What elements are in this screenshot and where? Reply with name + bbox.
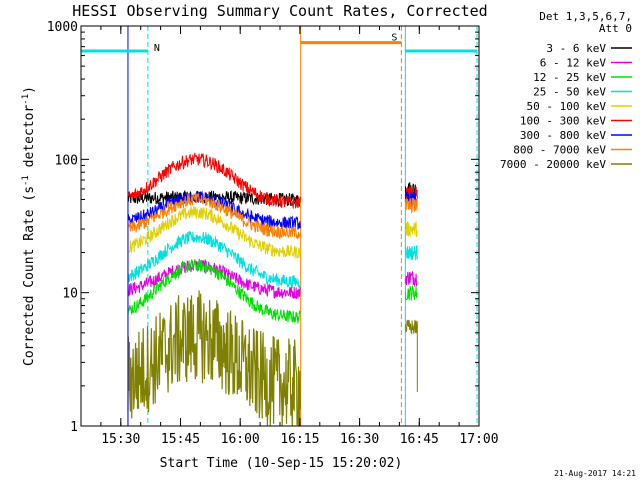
legend-header-line: Det 1,3,5,6,7, [539,10,632,23]
x-axis-label: Start Time (10-Sep-15 15:20:02) [160,456,403,471]
y-tick-label: 1000 [47,20,78,35]
series-line-segment-2 [404,221,418,238]
legend-entry-label: 800 - 7000 keV [513,144,606,157]
x-tick-label: 15:45 [161,432,200,447]
y-axis-label: Corrected Count Rate (s-1 detector-1) [21,86,37,366]
legend-entry-label: 12 - 25 keV [533,71,606,84]
legend-entry-label: 7000 - 20000 keV [500,158,606,171]
attenuator-state-label: N [154,43,160,54]
footer-date: 21-Aug-2017 14:21 [554,469,636,478]
y-tick-label: 10 [62,287,78,302]
legend-entry-label: 50 - 100 keV [527,100,607,113]
series-line [127,258,301,324]
series-line [127,230,301,290]
legend-entry-label: 25 - 50 keV [533,86,606,99]
legend-entry-label: 3 - 6 keV [546,42,606,55]
series-line-segment-2 [404,197,418,214]
x-tick-label: 16:15 [280,432,319,447]
x-tick-label: 16:45 [400,432,439,447]
y-tick-label: 1 [70,420,78,435]
x-tick-label: 16:00 [221,432,260,447]
attenuator-state-label: S [391,33,397,44]
chart-title: HESSI Observing Summary Count Rates, Cor… [72,2,487,20]
series-line-segment-2 [404,271,418,288]
legend-entry-label: 6 - 12 keV [540,57,607,70]
legend: Det 1,3,5,6,7,Att 0 3 - 6 keV 6 - 12 keV12… [500,10,632,171]
series-line [127,152,301,209]
legend-header-line: Att 0 [599,22,632,35]
legend-entry-label: 300 - 800 keV [520,129,606,142]
x-tick-label: 15:30 [101,432,140,447]
y-tick-label: 100 [55,153,78,168]
x-tick-label: 16:30 [340,432,379,447]
series-line [127,290,301,427]
x-tick-label: 17:00 [459,432,498,447]
series-line [127,192,301,240]
series-line-segment-2 [404,285,418,301]
series-line-segment-2 [404,319,418,335]
series-line-segment-2 [404,245,418,261]
legend-entry-label: 100 - 300 keV [520,115,606,128]
series-line [127,206,301,259]
